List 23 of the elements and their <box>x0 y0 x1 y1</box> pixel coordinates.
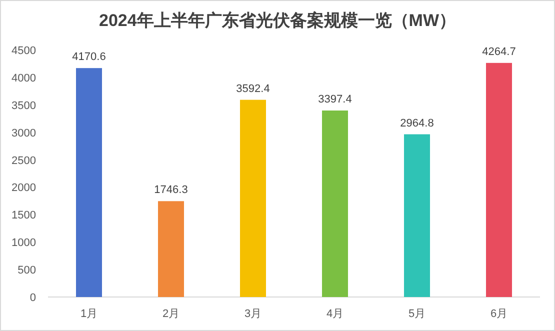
title: 2024年上半年广东省光伏备案规模一览（MW） <box>98 11 456 30</box>
x-tick-label: 1月 <box>80 308 98 320</box>
data-label: 2964.8 <box>400 117 434 130</box>
x-tick-label: 2月 <box>162 308 180 320</box>
y-tick-label: 4500 <box>12 45 36 57</box>
y-tick-label: 0 <box>30 292 36 304</box>
data-label: 3397.4 <box>318 94 352 106</box>
y-tick-label: 2000 <box>12 182 36 194</box>
y-tick-label: 3500 <box>12 100 36 112</box>
y-tick-label: 4000 <box>12 72 36 84</box>
x-tick-label: 5月 <box>408 308 426 320</box>
data-label: 1746.3 <box>154 184 188 196</box>
y-tick-label: 1500 <box>12 210 36 222</box>
data-label: 4264.7 <box>482 46 516 58</box>
x-tick-label: 4月 <box>326 308 344 320</box>
y-tick-label: 1000 <box>12 237 36 250</box>
y-tick-label: 2500 <box>12 154 36 167</box>
x-tick-label: 3月 <box>244 308 262 320</box>
data-label: 3592.4 <box>236 82 270 95</box>
y-tick-label: 3000 <box>12 127 36 140</box>
x-tick-label: 6月 <box>490 308 508 320</box>
y-tick-label: 500 <box>18 264 36 277</box>
data-label: 4170.6 <box>72 51 106 64</box>
